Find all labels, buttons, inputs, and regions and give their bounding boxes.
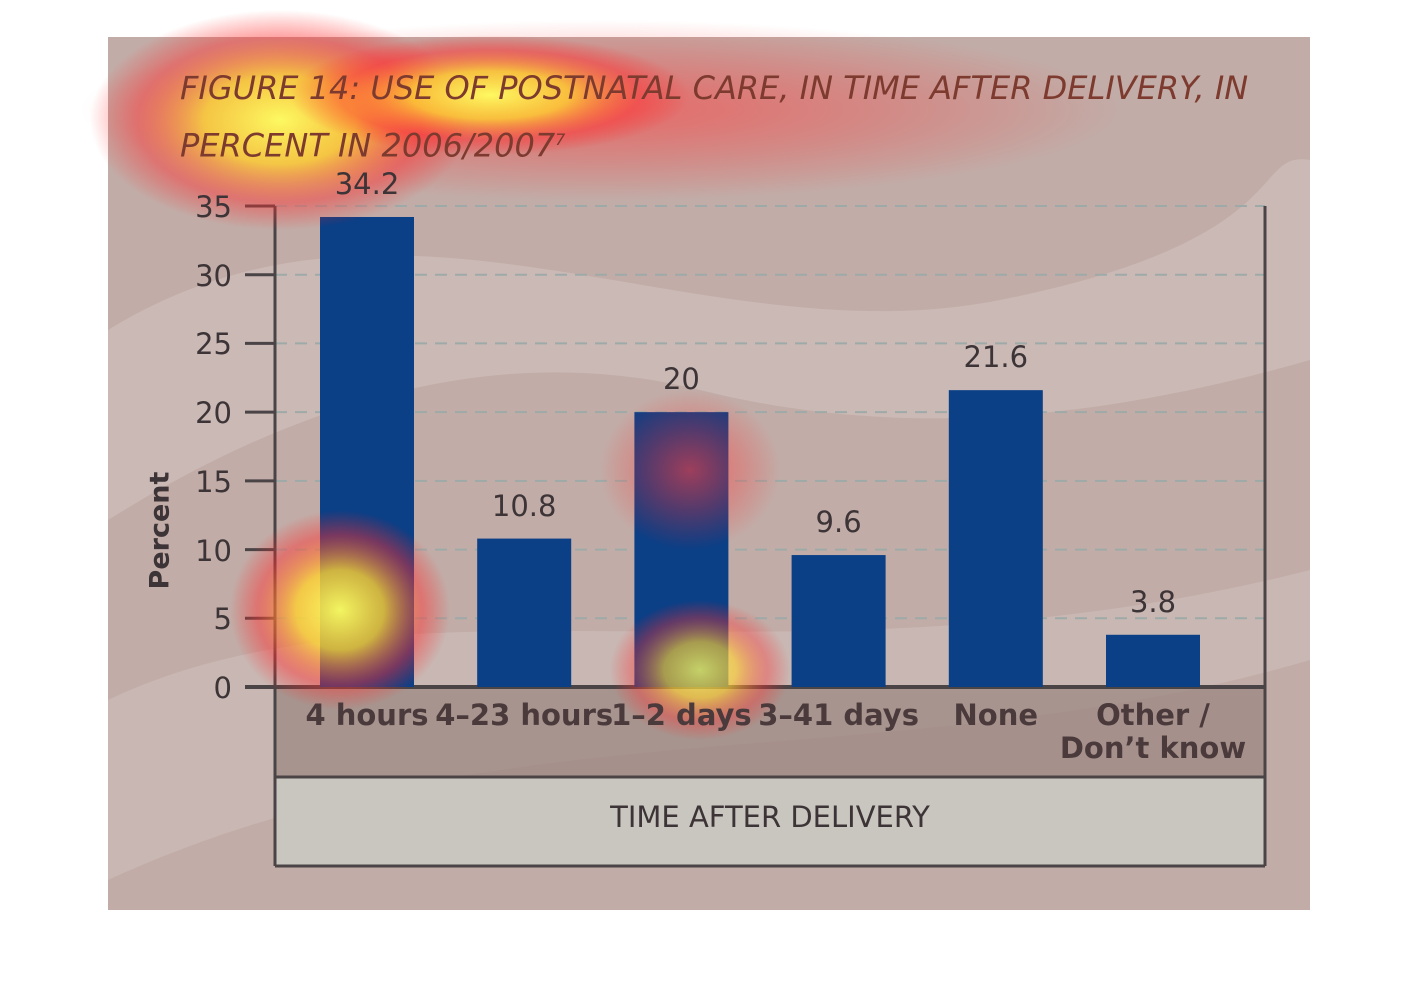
y-tick-label: 0 — [213, 671, 232, 705]
x-tick-label: 4 hours — [305, 698, 429, 732]
y-tick-label: 10 — [195, 533, 232, 568]
y-tick-label: 25 — [195, 327, 232, 362]
y-tick-label: 35 — [195, 190, 232, 224]
bar — [1106, 634, 1200, 687]
y-axis-label: Percent — [144, 471, 176, 590]
x-axis-label: TIME AFTER DELIVERY — [610, 800, 930, 834]
bar — [948, 390, 1043, 687]
y-tick-label: 15 — [195, 464, 232, 499]
data-label: 21.6 — [963, 340, 1029, 375]
x-tick-label: Other / Don’t know — [1059, 698, 1247, 765]
title-note: 7 — [555, 130, 566, 149]
data-label: 10.8 — [491, 488, 557, 523]
axis-title-band — [275, 777, 1265, 866]
bar — [477, 538, 572, 687]
data-label: 9.6 — [815, 505, 862, 540]
heatmap — [290, 35, 690, 155]
chart-title: FIGURE 14: USE OF POSTNATAL CARE, IN TIM… — [180, 62, 1290, 172]
data-label: 3.8 — [1129, 584, 1177, 619]
heatmap — [230, 510, 450, 710]
x-tick-label: 4–23 hours — [435, 698, 614, 732]
data-label: 20 — [662, 362, 700, 397]
heatmap — [600, 390, 780, 550]
data-label: 34.2 — [334, 166, 400, 201]
x-tick-label: None — [953, 698, 1039, 732]
heatmap — [610, 600, 790, 740]
x-tick-label: 1–2 days — [611, 698, 752, 732]
y-tick-label: 5 — [213, 602, 232, 637]
bar — [791, 555, 886, 687]
title-text: FIGURE 14: USE OF POSTNATAL CARE, IN TIM… — [180, 69, 1249, 165]
x-tick-label: 3–41 days — [758, 698, 919, 732]
y-tick-label: 20 — [195, 396, 232, 431]
y-tick-label: 30 — [195, 258, 232, 293]
wave — [108, 159, 1310, 520]
